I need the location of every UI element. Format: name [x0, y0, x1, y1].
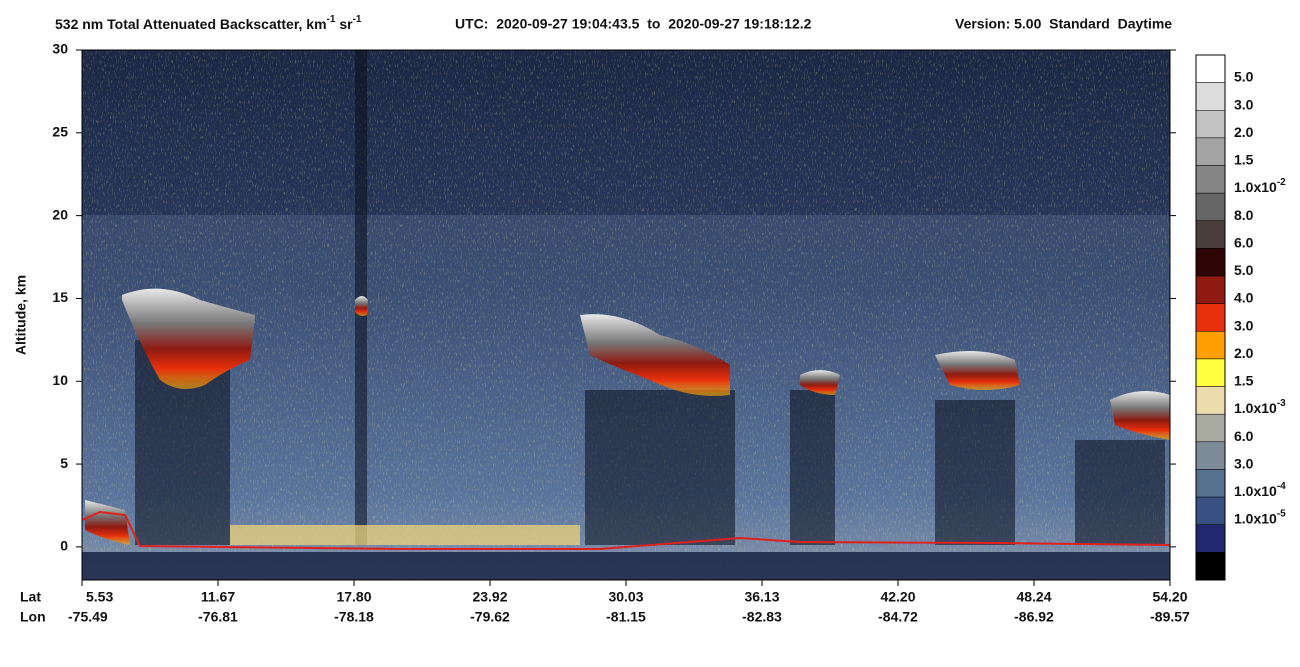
colorbar-swatch — [1195, 220, 1226, 249]
colorbar-frame — [1195, 54, 1226, 581]
lon-label: -76.81 — [198, 609, 238, 625]
row-label: Lat — [20, 589, 41, 605]
row-label: Lon — [20, 609, 46, 625]
colorbar-label: 1.5 — [1234, 372, 1254, 388]
version: Version: 5.00 Standard Daytime — [955, 16, 1172, 32]
lat-label: 48.24 — [1016, 589, 1051, 605]
colorbar-swatch — [1195, 441, 1226, 470]
y-tick-label: 15 — [52, 289, 68, 305]
lon-label: -81.15 — [606, 609, 646, 625]
colorbar-swatch — [1195, 496, 1226, 525]
colorbar-label: 5.0 — [1234, 68, 1254, 84]
colorbar-swatch — [1195, 469, 1226, 498]
colorbar-label: 3.0 — [1234, 455, 1254, 471]
colorbar-label: 1.0x10-4 — [1234, 481, 1286, 499]
colorbar-label: 3.0 — [1234, 317, 1254, 333]
colorbar-label: 1.0x10-3 — [1234, 398, 1286, 416]
lon-label: -78.18 — [334, 609, 374, 625]
lon-label: -82.83 — [742, 609, 782, 625]
colorbar-label: 8.0 — [1234, 206, 1254, 222]
lat-label: 30.03 — [608, 589, 643, 605]
colorbar-swatch — [1195, 275, 1226, 304]
lat-label: 11.67 — [201, 589, 235, 605]
colorbar-swatch — [1195, 413, 1226, 443]
lon-label: -86.92 — [1014, 609, 1054, 625]
colorbar-label-text: 6.0 — [1234, 428, 1254, 444]
colorbar-label-text: 2.0 — [1234, 345, 1254, 361]
colorbar-label-exp: -3 — [1277, 398, 1286, 409]
plot-area — [81, 49, 1171, 581]
colorbar-swatch — [1195, 110, 1226, 139]
colorbar-swatch — [1195, 524, 1226, 553]
subsurface — [82, 552, 1170, 580]
utc-range: UTC: 2020-09-27 19:04:43.5 to 2020-09-27… — [455, 16, 812, 32]
colorbar-label-exp: -4 — [1277, 481, 1286, 492]
colorbar-label-text: 1.5 — [1234, 151, 1254, 167]
surface-line — [81, 510, 1171, 550]
lon-label: -79.62 — [470, 609, 510, 625]
title-mid: sr — [335, 16, 353, 32]
colorbar-label-text: 1.5 — [1234, 372, 1254, 388]
colorbar-label-text: 8.0 — [1234, 206, 1254, 222]
clouds — [85, 288, 1170, 545]
y-tick-label: 0 — [60, 538, 68, 554]
colorbar-label: 1.0x10-5 — [1234, 508, 1286, 526]
colorbar-label: 4.0 — [1234, 289, 1254, 305]
surface-aerosol — [230, 525, 580, 545]
y-axis-label: Altitude, km — [13, 275, 29, 355]
y-tick-label: 30 — [52, 41, 68, 57]
colorbar-label-exp: -2 — [1277, 177, 1286, 188]
colorbar-label: 2.0 — [1234, 124, 1254, 140]
colorbar-swatch — [1195, 358, 1226, 387]
colorbar-swatch — [1195, 192, 1226, 222]
colorbar-label-text: 2.0 — [1234, 124, 1254, 140]
colorbar-swatch — [1195, 248, 1226, 277]
y-tick-label: 20 — [52, 206, 68, 222]
colorbar-label: 2.0 — [1234, 345, 1254, 361]
colorbar-swatch — [1195, 54, 1226, 83]
colorbar-label: 3.0 — [1234, 96, 1254, 112]
colorbar-label: 6.0 — [1234, 234, 1254, 250]
colorbar-label-text: 5.0 — [1234, 262, 1254, 278]
y-tick-label: 5 — [60, 455, 68, 471]
colorbar-label-text: 3.0 — [1234, 96, 1254, 112]
colorbar-label-text: 4.0 — [1234, 289, 1254, 305]
lon-label: -75.49 — [68, 609, 108, 625]
lat-label: 17.80 — [336, 589, 371, 605]
lon-label: -89.57 — [1150, 609, 1190, 625]
y-tick-label: 25 — [52, 124, 68, 140]
title-sup: -1 — [353, 14, 362, 25]
colorbar-label-text: 1.0x10 — [1234, 179, 1277, 195]
title-main: 532 nm Total Attenuated Backscatter, km — [55, 16, 327, 32]
colorbar-swatch — [1195, 82, 1226, 111]
colorbar-label-text: 3.0 — [1234, 317, 1254, 333]
colorbar-swatch — [1195, 165, 1226, 194]
colorbar-swatch — [1195, 386, 1226, 415]
lat-label: 42.20 — [880, 589, 915, 605]
colorbar-swatch — [1195, 137, 1226, 166]
colorbar-label-text: 1.0x10 — [1234, 510, 1277, 526]
colorbar-label-text: 1.0x10 — [1234, 483, 1277, 499]
colorbar-label: 5.0 — [1234, 262, 1254, 278]
lon-label: -84.72 — [878, 609, 918, 625]
lat-label: 5.53 — [86, 589, 113, 605]
colorbar-swatch — [1195, 331, 1226, 360]
colorbar-label-text: 3.0 — [1234, 455, 1254, 471]
lat-label: 54.20 — [1152, 589, 1187, 605]
lat-label: 23.92 — [472, 589, 507, 605]
colorbar-label-exp: -5 — [1277, 508, 1286, 519]
colorbar-label-text: 1.0x10 — [1234, 400, 1277, 416]
colorbar-label-text: 5.0 — [1234, 68, 1254, 84]
colorbar-swatch — [1195, 303, 1226, 332]
colorbar-label: 1.5 — [1234, 151, 1254, 167]
lat-label: 36.13 — [744, 589, 779, 605]
colorbar-label: 6.0 — [1234, 428, 1254, 444]
colorbar-label: 1.0x10-2 — [1234, 177, 1286, 195]
y-tick-label: 10 — [52, 372, 68, 388]
colorbar-label-text: 6.0 — [1234, 234, 1254, 250]
colorbar-swatch — [1195, 552, 1226, 581]
chart-title: 532 nm Total Attenuated Backscatter, km-… — [55, 14, 362, 32]
title-sup: -1 — [327, 14, 336, 25]
